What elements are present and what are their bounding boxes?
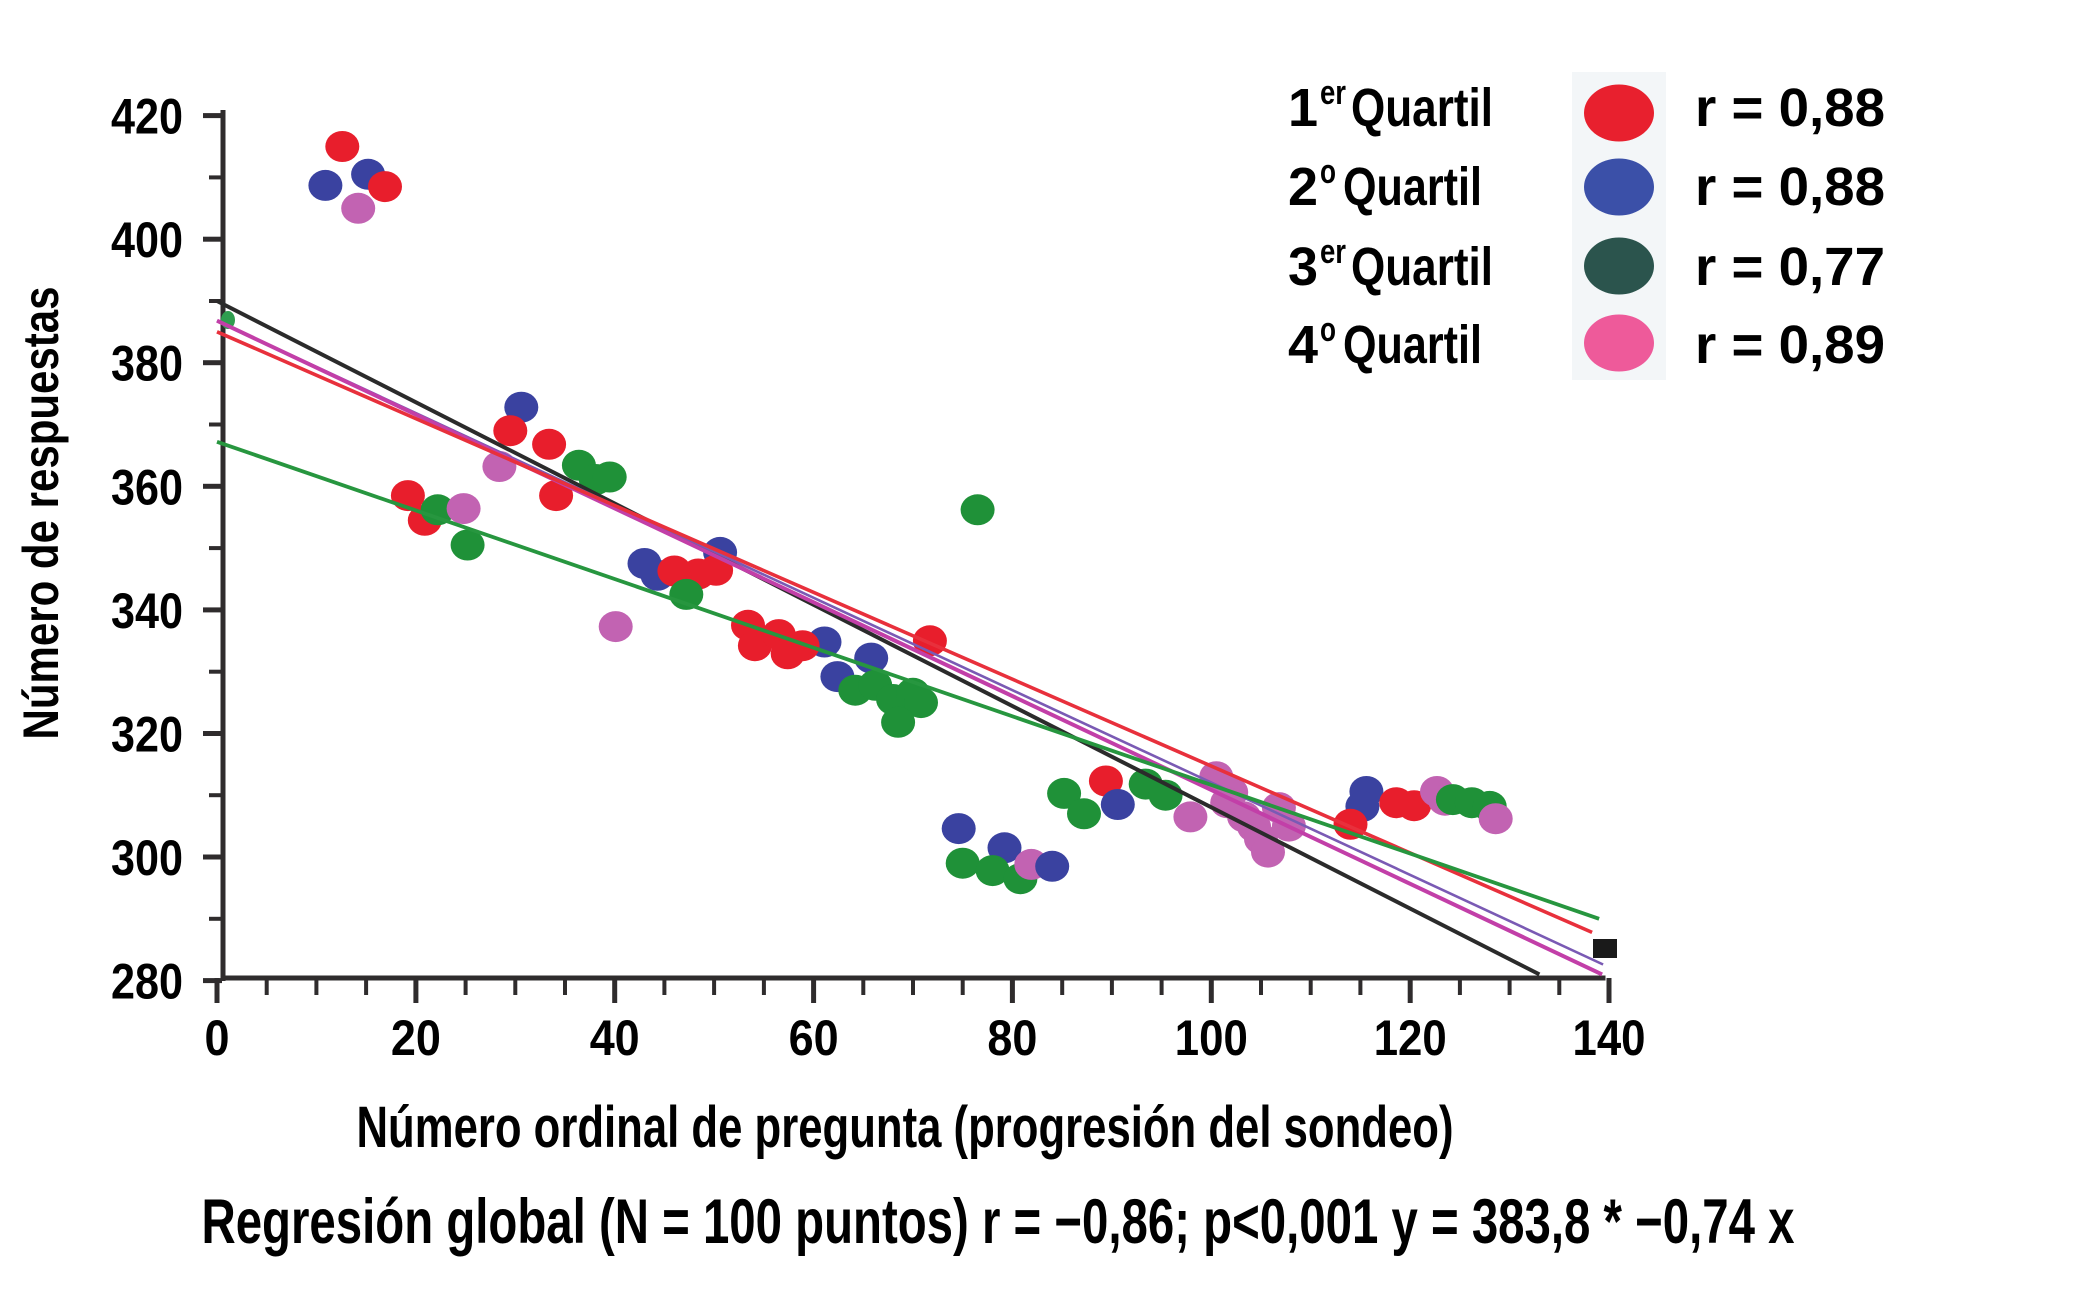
svg-text:Número ordinal de pregunta (pr: Número ordinal de pregunta (progresión d…	[357, 1095, 1454, 1160]
svg-text:r = 0,89: r = 0,89	[1695, 315, 1885, 375]
svg-text:20: 20	[391, 1010, 441, 1066]
svg-text:80: 80	[987, 1010, 1037, 1066]
svg-text:380: 380	[111, 336, 183, 392]
svg-text:360: 360	[111, 459, 183, 515]
svg-text:280: 280	[111, 954, 183, 1010]
svg-text:r = 0,88: r = 0,88	[1695, 78, 1885, 138]
svg-text:Regresión global (N = 100 punt: Regresión global (N = 100 puntos) r = −0…	[202, 1187, 1795, 1257]
svg-text:1: 1	[1288, 78, 1318, 138]
svg-text:r = 0,88: r = 0,88	[1695, 157, 1885, 217]
svg-text:er: er	[1320, 74, 1346, 112]
svg-text:120: 120	[1374, 1010, 1447, 1066]
svg-text:Quartil: Quartil	[1343, 157, 1482, 217]
svg-text:2: 2	[1288, 157, 1318, 217]
svg-text:140: 140	[1573, 1010, 1646, 1066]
svg-text:400: 400	[111, 212, 183, 268]
svg-text:er: er	[1320, 233, 1346, 271]
svg-text:Quartil: Quartil	[1351, 78, 1493, 138]
svg-text:100: 100	[1175, 1010, 1248, 1066]
svg-text:Quartil: Quartil	[1351, 237, 1493, 297]
svg-text:4: 4	[1288, 315, 1318, 375]
svg-text:3: 3	[1288, 237, 1318, 297]
svg-text:60: 60	[789, 1010, 839, 1066]
svg-text:Número de respuestas: Número de respuestas	[13, 287, 69, 740]
svg-text:Quartil: Quartil	[1343, 315, 1482, 375]
svg-text:420: 420	[111, 89, 183, 145]
svg-text:o: o	[1320, 311, 1336, 349]
svg-text:r = 0,77: r = 0,77	[1695, 237, 1885, 297]
svg-text:340: 340	[111, 583, 183, 639]
svg-text:o: o	[1320, 153, 1336, 191]
svg-text:320: 320	[111, 707, 183, 763]
svg-text:0: 0	[205, 1010, 230, 1066]
svg-text:40: 40	[590, 1010, 640, 1066]
svg-text:300: 300	[111, 830, 183, 886]
